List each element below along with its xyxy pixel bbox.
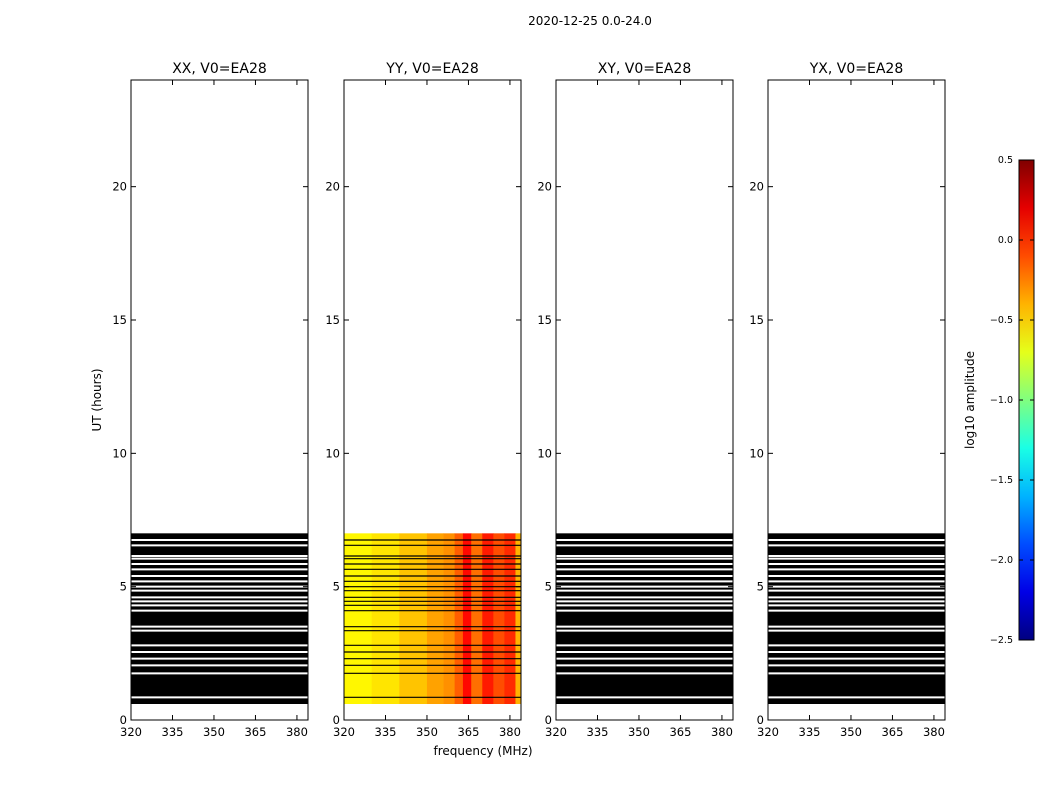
colorbar-label: log10 amplitude xyxy=(963,351,977,449)
axes-frame xyxy=(130,79,309,721)
y-tick-label: 20 xyxy=(537,180,552,194)
panel-yx: YX, V0=EA28 320 335 350 365 380 0 5 10 15 20 xyxy=(749,61,946,739)
x-tick-label: 365 xyxy=(881,725,903,739)
y-tick-label: 20 xyxy=(112,180,127,194)
y-tick-label: 20 xyxy=(325,180,340,194)
x-tick-label: 320 xyxy=(545,725,567,739)
x-axis-label: frequency (MHz) xyxy=(433,744,532,758)
y-tick-label: 15 xyxy=(112,313,127,327)
amplitude-cell xyxy=(462,533,472,704)
x-tick-label: 365 xyxy=(244,725,266,739)
x-tick-label: 350 xyxy=(628,725,650,739)
y-tick-label: 10 xyxy=(112,446,127,460)
colorbar-tick-label: −1.5 xyxy=(990,475,1013,486)
x-tick-label: 380 xyxy=(923,725,945,739)
x-tick-label: 335 xyxy=(162,725,184,739)
axes-frame xyxy=(767,79,946,721)
figure-title: 2020-12-25 0.0-24.0 xyxy=(528,14,652,28)
x-tick-label: 350 xyxy=(840,725,862,739)
flagged-data-band xyxy=(556,533,733,704)
axes-frame xyxy=(555,79,734,721)
amplitude-cell xyxy=(504,533,516,704)
flagged-data-band xyxy=(768,533,945,704)
amplitude-cell xyxy=(344,533,373,704)
y-tick-label: 15 xyxy=(537,313,552,327)
amplitude-cell xyxy=(371,533,400,704)
x-tick-label: 350 xyxy=(416,725,438,739)
x-tick-label: 320 xyxy=(333,725,355,739)
y-tick-label: 10 xyxy=(749,446,764,460)
panel-title: YX, V0=EA28 xyxy=(809,61,904,77)
amplitude-cell xyxy=(399,533,428,704)
x-tick-label: 335 xyxy=(375,725,397,739)
y-tick-label: 15 xyxy=(749,313,764,327)
x-tick-label: 365 xyxy=(457,725,479,739)
y-axis-label: UT (hours) xyxy=(90,368,104,431)
amplitude-cell xyxy=(515,533,522,704)
x-tick-label: 320 xyxy=(757,725,779,739)
axes-frame xyxy=(343,79,522,721)
y-tick-label: 10 xyxy=(537,446,552,460)
panel-title: XX, V0=EA28 xyxy=(172,61,267,77)
amplitude-cell xyxy=(482,533,494,704)
colorbar: 0.5 0.0 −0.5 −1.0 −1.5 −2.0 −2.5 log10 amplitud… xyxy=(963,155,1035,646)
panel-yy: YY, V0=EA28 320 335 350 365 380 0 5 10 15 20 xyxy=(325,61,522,739)
colorbar-tick-label: −2.5 xyxy=(990,635,1013,646)
colorbar-tick-label: −0.5 xyxy=(990,315,1013,326)
x-tick-label: 380 xyxy=(711,725,733,739)
y-tick-label: 5 xyxy=(545,580,552,594)
x-tick-label: 335 xyxy=(587,725,609,739)
colorbar-tick-label: −1.0 xyxy=(990,395,1013,406)
panel-xx: XX, V0=EA28 320 335 350 365 380 0 5 10 15 20 xyxy=(112,61,309,739)
panel-xy: XY, V0=EA28 320 335 350 365 380 0 5 10 15 20 xyxy=(537,61,734,739)
amplitude-cell xyxy=(493,533,505,704)
y-tick-label: 0 xyxy=(120,713,127,727)
colorbar-tick-label: −2.0 xyxy=(990,555,1013,566)
panel-title: XY, V0=EA28 xyxy=(598,61,692,77)
x-tick-label: 380 xyxy=(499,725,521,739)
amplitude-cell xyxy=(471,533,483,704)
x-tick-label: 350 xyxy=(203,725,225,739)
amplitude-cell xyxy=(443,533,456,704)
y-tick-label: 5 xyxy=(333,580,340,594)
amplitude-cell xyxy=(454,533,464,704)
y-tick-label: 5 xyxy=(757,580,764,594)
y-tick-label: 15 xyxy=(325,313,340,327)
colorbar-tick-label: 0.0 xyxy=(998,235,1013,246)
x-tick-label: 365 xyxy=(669,725,691,739)
y-tick-label: 0 xyxy=(333,713,340,727)
y-tick-label: 0 xyxy=(545,713,552,727)
colorbar-tick-label: 0.5 xyxy=(998,155,1013,166)
y-tick-label: 5 xyxy=(120,580,127,594)
x-tick-label: 335 xyxy=(799,725,821,739)
y-tick-label: 20 xyxy=(749,180,764,194)
x-tick-label: 380 xyxy=(286,725,308,739)
y-tick-label: 0 xyxy=(757,713,764,727)
flagged-data-band xyxy=(131,533,308,704)
x-tick-label: 320 xyxy=(120,725,142,739)
panel-title: YY, V0=EA28 xyxy=(385,61,478,77)
y-tick-label: 10 xyxy=(325,446,340,460)
